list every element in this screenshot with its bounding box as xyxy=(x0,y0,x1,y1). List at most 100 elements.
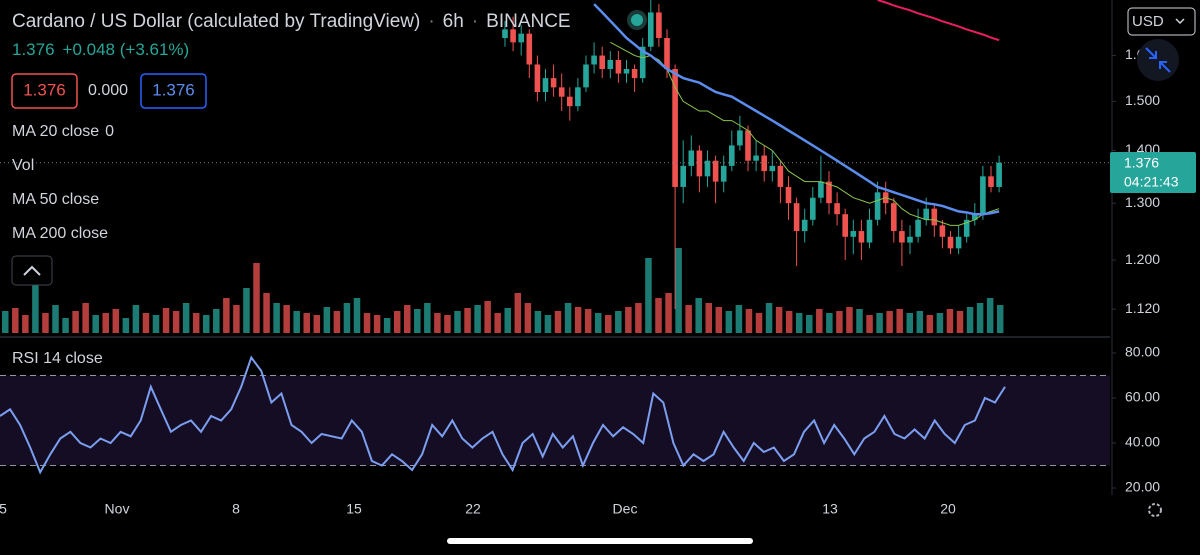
collapse-button[interactable] xyxy=(11,255,53,286)
volume-bar xyxy=(494,313,501,333)
volume-bar xyxy=(816,309,823,333)
price-tag xyxy=(1110,152,1196,193)
indicator-label: MA 50 close xyxy=(12,191,99,208)
candle-body xyxy=(567,96,573,107)
buy-price: 1.376 xyxy=(152,80,195,99)
candle-body xyxy=(680,165,686,187)
volume-bar xyxy=(303,313,310,333)
volume-bar xyxy=(504,308,511,333)
volume-bar xyxy=(554,311,562,333)
volume-bar xyxy=(625,307,632,333)
rsi-band xyxy=(0,375,1110,466)
candle-body xyxy=(801,219,808,232)
candle-body xyxy=(672,69,678,187)
candle-body xyxy=(923,208,929,220)
candle-body xyxy=(996,162,1002,187)
candle-body xyxy=(542,78,549,93)
volume-bar xyxy=(655,298,662,333)
volume-bar xyxy=(192,313,200,333)
candle-body xyxy=(899,231,905,243)
candle-body xyxy=(939,225,946,237)
volume-bar xyxy=(986,298,994,333)
y-tick-label: 20.00 xyxy=(1125,479,1160,495)
volume-bar xyxy=(162,308,170,333)
volume-bar xyxy=(484,301,491,333)
volume-bar xyxy=(2,311,9,333)
settings-icon[interactable] xyxy=(1148,503,1162,517)
volume-bar xyxy=(916,311,924,333)
buy-button[interactable] xyxy=(140,73,207,109)
y-tick-label: 1.200 xyxy=(1125,251,1160,267)
volume-bar xyxy=(52,305,59,333)
volume-bar xyxy=(22,315,29,333)
volume-bar xyxy=(745,309,753,333)
currency-button[interactable] xyxy=(1127,7,1196,36)
volume-bar xyxy=(233,305,240,333)
volume-bar xyxy=(373,315,381,333)
candle-body xyxy=(866,219,873,243)
volume-bar xyxy=(886,311,893,333)
volume-bar xyxy=(263,293,270,333)
candle-body xyxy=(745,130,751,161)
volume-bar xyxy=(534,311,542,333)
volume-bar xyxy=(906,313,913,333)
volume-bar xyxy=(434,313,441,333)
y-tick-label: 1.300 xyxy=(1125,194,1160,210)
volume-bar xyxy=(243,288,250,333)
dropdown-icon xyxy=(1175,18,1185,25)
volume-bar xyxy=(122,318,130,333)
volume-bar xyxy=(836,311,843,333)
volume-bar xyxy=(213,309,220,333)
volume-bar xyxy=(966,307,974,333)
volume-bar xyxy=(414,309,421,333)
volume-bar xyxy=(343,303,351,333)
currency: USD xyxy=(1132,13,1164,30)
x-tick-label: 5 xyxy=(0,501,7,517)
candle-body xyxy=(502,29,508,38)
volume-bar xyxy=(142,313,150,333)
volume-bar xyxy=(544,315,552,333)
candle-body xyxy=(972,214,978,220)
candle-body xyxy=(753,155,759,161)
candle-body xyxy=(988,176,994,187)
volume-bar xyxy=(112,309,120,333)
candle-body xyxy=(737,130,743,146)
volume-bar xyxy=(524,303,532,333)
candle-body xyxy=(915,219,921,237)
volume-bar xyxy=(454,311,461,333)
candle-body xyxy=(631,69,638,79)
volume-bar xyxy=(665,293,672,333)
candle-body xyxy=(842,214,848,237)
volume-bar xyxy=(785,311,793,333)
candle-body xyxy=(550,78,557,88)
candle-body xyxy=(607,60,614,70)
candle-body xyxy=(656,12,662,38)
fullscreen-button[interactable] xyxy=(1137,39,1179,81)
candle-body xyxy=(712,160,719,182)
x-tick-label: 8 xyxy=(232,501,240,517)
volume-bar xyxy=(755,313,763,333)
volume-bar xyxy=(313,315,321,333)
status-dot xyxy=(631,14,643,26)
candle-body xyxy=(648,12,654,47)
candle-body xyxy=(793,203,800,232)
sell-button[interactable] xyxy=(11,73,78,109)
volume-bar xyxy=(725,311,733,333)
candle-body xyxy=(761,155,767,172)
volume-bar xyxy=(82,303,89,333)
volume-bar xyxy=(635,303,642,333)
volume-bar xyxy=(936,313,944,333)
volume-bar xyxy=(675,248,682,333)
y-tick-label: 1.120 xyxy=(1125,300,1160,316)
volume-bar xyxy=(615,311,622,333)
candle-body xyxy=(704,160,711,177)
candle-body xyxy=(720,165,727,182)
volume-bar xyxy=(705,303,712,333)
volume-bar xyxy=(353,298,361,333)
indicator-label: Vol xyxy=(12,157,34,174)
volume-bar xyxy=(333,311,341,333)
candle-body xyxy=(963,219,970,237)
symbol-title: Cardano / US Dollar (calculated by Tradi… xyxy=(12,11,571,32)
